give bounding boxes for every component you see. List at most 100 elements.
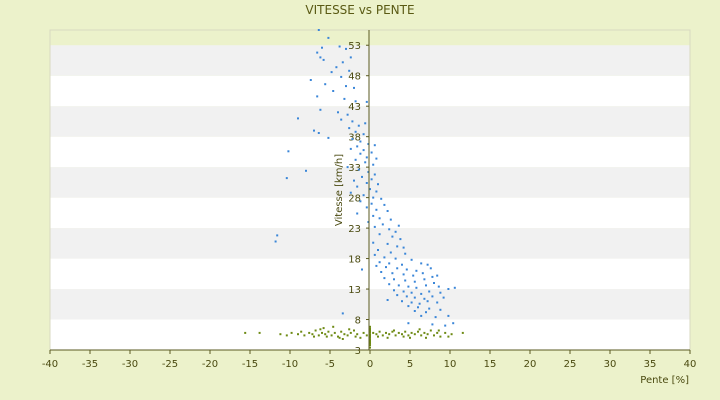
data-point bbox=[333, 331, 336, 334]
data-point bbox=[433, 282, 435, 284]
y-tick-label: 43 bbox=[348, 102, 361, 113]
grid-band bbox=[50, 167, 690, 198]
data-point bbox=[404, 330, 407, 333]
data-point bbox=[372, 331, 375, 334]
data-point bbox=[297, 117, 299, 120]
x-axis-label: Pente [%] bbox=[640, 375, 689, 386]
data-point bbox=[388, 333, 391, 336]
data-point bbox=[378, 330, 381, 333]
data-point bbox=[340, 75, 343, 78]
data-point bbox=[308, 331, 311, 334]
y-tick-label: 3 bbox=[355, 346, 361, 357]
data-point bbox=[413, 333, 416, 336]
data-point bbox=[327, 330, 330, 333]
data-point bbox=[354, 158, 357, 161]
data-point bbox=[319, 328, 322, 331]
data-point bbox=[386, 210, 389, 212]
data-point bbox=[373, 144, 376, 147]
data-point bbox=[359, 200, 362, 203]
data-point bbox=[361, 268, 363, 271]
data-point bbox=[357, 124, 360, 127]
data-point bbox=[383, 203, 386, 206]
data-point bbox=[375, 157, 378, 160]
data-point bbox=[330, 334, 333, 337]
data-point bbox=[412, 274, 415, 277]
data-point bbox=[319, 108, 322, 111]
data-point bbox=[367, 143, 370, 145]
data-point bbox=[359, 336, 362, 339]
data-point bbox=[361, 175, 363, 178]
data-point bbox=[351, 138, 354, 141]
data-point bbox=[426, 263, 429, 266]
data-point bbox=[417, 306, 419, 309]
data-point bbox=[389, 218, 392, 221]
data-point bbox=[429, 267, 432, 270]
data-point bbox=[404, 279, 407, 282]
grid-band bbox=[50, 289, 690, 320]
data-point bbox=[386, 242, 389, 245]
x-tick-label: 5 bbox=[407, 359, 413, 370]
data-point bbox=[332, 325, 335, 328]
grid-band bbox=[50, 228, 690, 259]
data-point bbox=[381, 223, 384, 226]
data-point bbox=[418, 302, 421, 305]
data-point bbox=[353, 86, 355, 89]
data-point bbox=[258, 331, 261, 334]
data-point bbox=[393, 278, 395, 281]
x-tick-label: 40 bbox=[684, 359, 697, 370]
data-point bbox=[385, 266, 387, 269]
data-point bbox=[317, 132, 320, 134]
data-point bbox=[421, 272, 424, 275]
x-tick-label: 0 bbox=[367, 359, 373, 370]
data-point bbox=[417, 330, 419, 333]
data-point bbox=[321, 331, 323, 334]
data-point bbox=[372, 196, 375, 199]
data-point bbox=[447, 314, 450, 317]
data-point bbox=[341, 312, 344, 315]
data-point bbox=[341, 338, 344, 340]
data-point bbox=[364, 161, 367, 164]
data-point bbox=[317, 29, 320, 31]
data-point bbox=[325, 335, 328, 338]
data-point bbox=[439, 335, 442, 338]
data-point bbox=[437, 285, 440, 288]
data-point bbox=[369, 340, 371, 343]
y-tick-label: 23 bbox=[348, 224, 361, 235]
data-point bbox=[369, 344, 371, 347]
data-point bbox=[401, 333, 403, 336]
data-point bbox=[423, 278, 426, 281]
data-point bbox=[349, 56, 352, 59]
data-point bbox=[415, 286, 418, 289]
data-point bbox=[444, 331, 447, 334]
data-point bbox=[314, 329, 317, 332]
data-point bbox=[373, 173, 376, 176]
data-point bbox=[388, 228, 391, 231]
y-tick-label: 8 bbox=[355, 316, 361, 327]
data-point bbox=[397, 284, 400, 287]
data-point bbox=[377, 249, 379, 251]
data-point bbox=[317, 334, 320, 337]
data-point bbox=[402, 335, 405, 338]
data-point bbox=[447, 335, 450, 338]
data-point bbox=[453, 286, 456, 289]
data-point bbox=[423, 297, 426, 300]
data-point bbox=[405, 268, 408, 271]
data-point bbox=[341, 61, 344, 64]
data-point bbox=[365, 206, 368, 209]
data-point bbox=[357, 168, 360, 171]
data-point bbox=[394, 334, 397, 337]
data-point bbox=[365, 182, 368, 184]
data-point bbox=[413, 280, 416, 283]
data-point bbox=[437, 329, 440, 332]
data-point bbox=[431, 323, 434, 326]
data-point bbox=[447, 288, 450, 290]
data-point bbox=[409, 336, 411, 339]
data-point bbox=[425, 311, 427, 314]
data-point bbox=[356, 212, 359, 215]
data-point bbox=[394, 230, 397, 233]
x-tick-label: -5 bbox=[325, 359, 335, 370]
data-point bbox=[377, 335, 379, 338]
data-point bbox=[407, 285, 410, 288]
data-point bbox=[388, 262, 391, 265]
